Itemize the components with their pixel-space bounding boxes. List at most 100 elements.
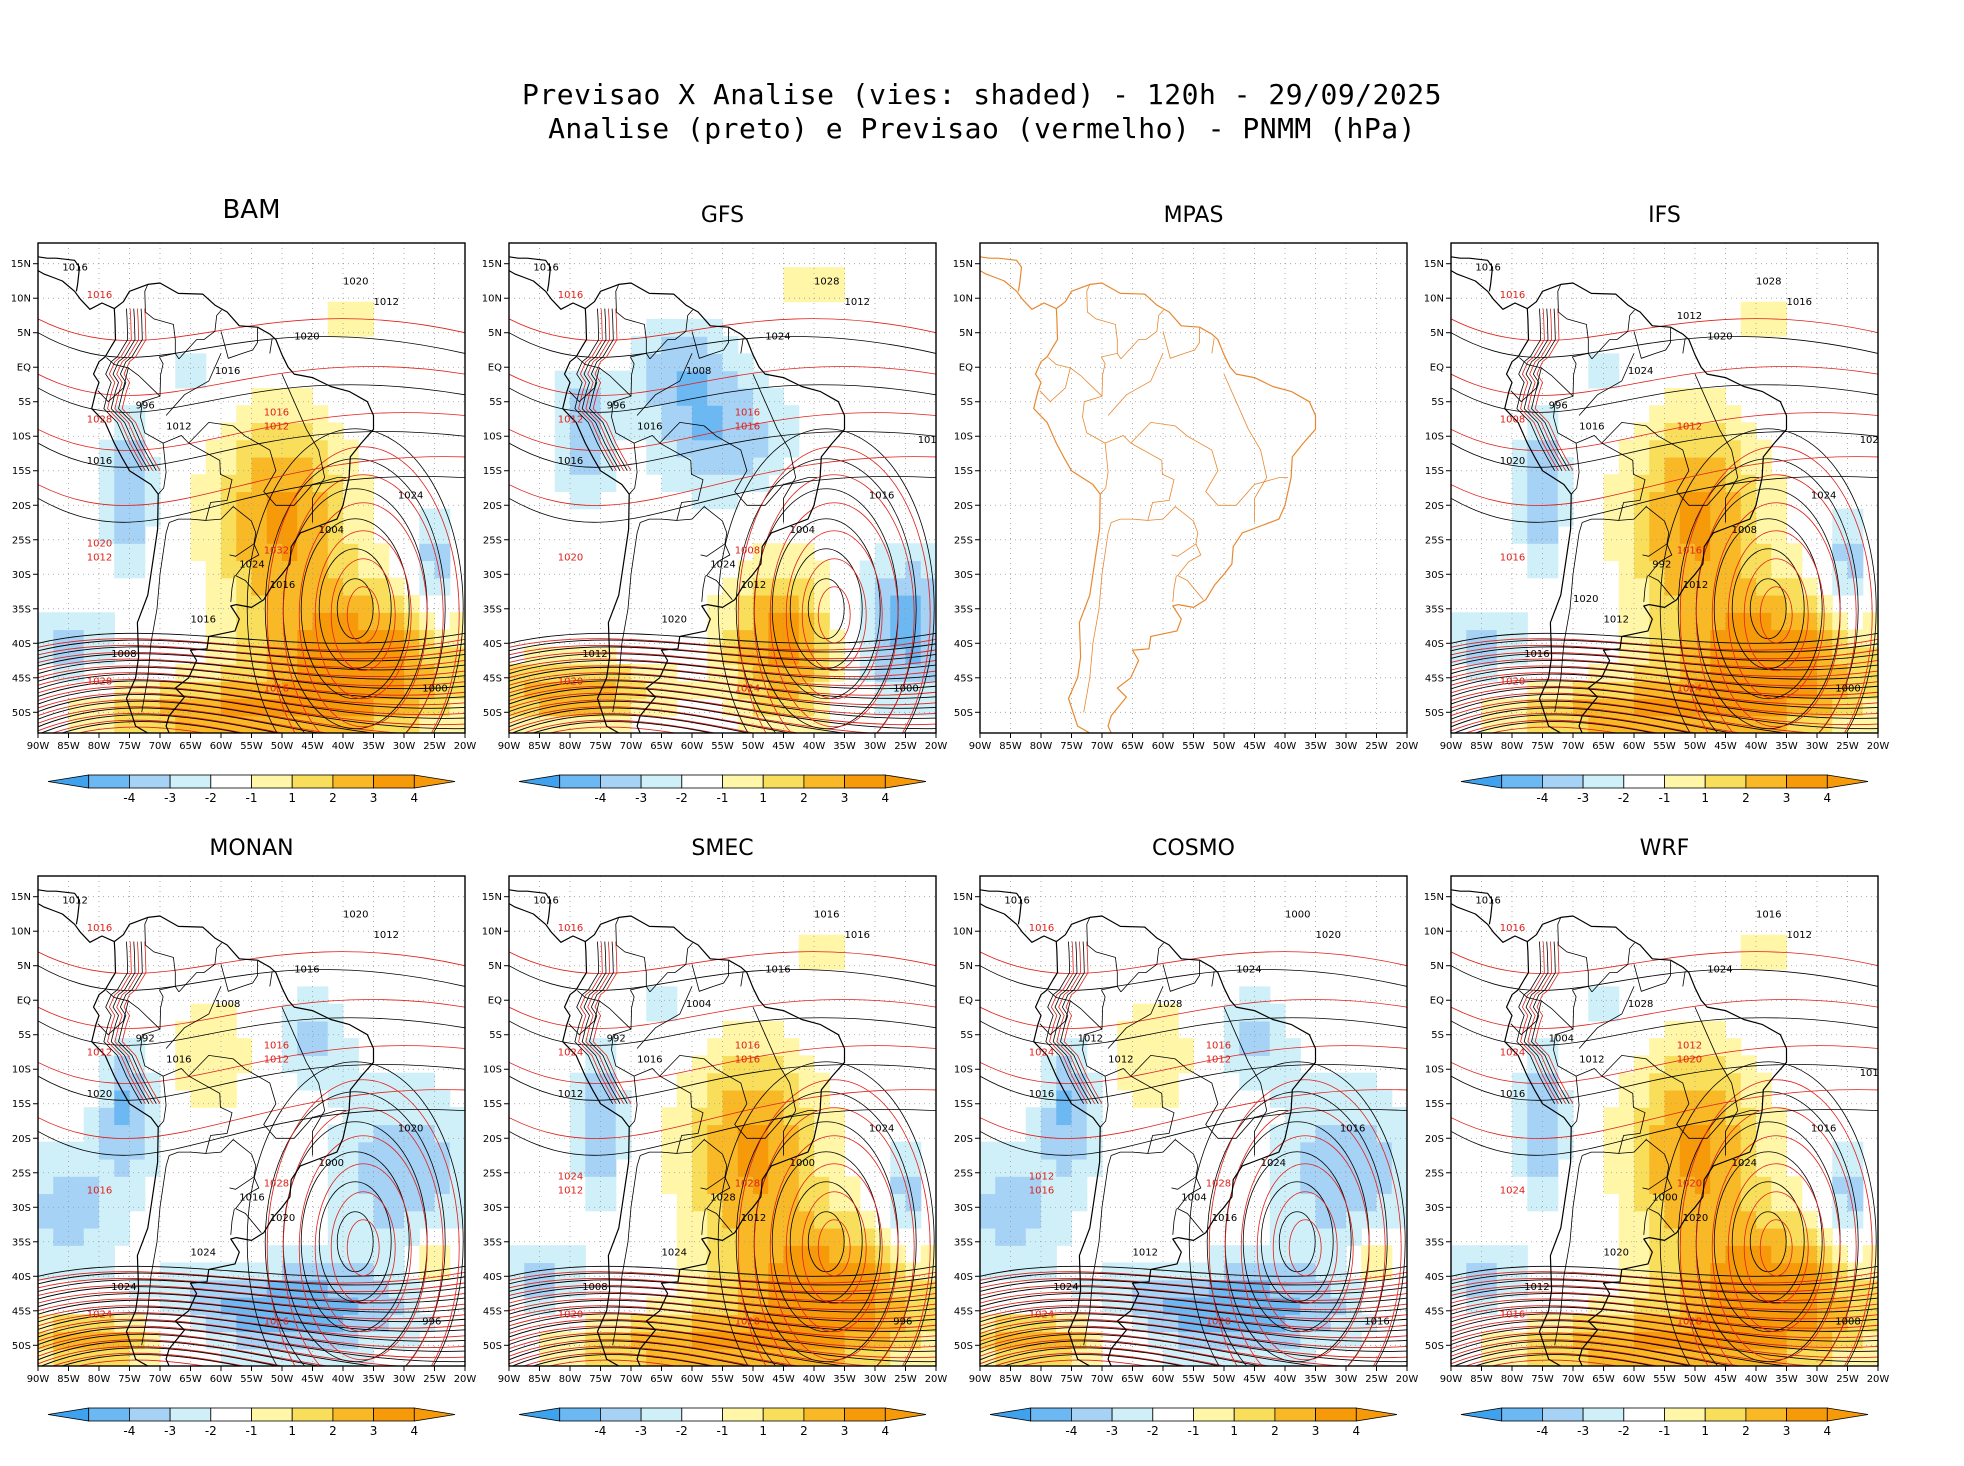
isobar-label-analysis: 1016 — [533, 263, 558, 274]
lon-tick-label: 70W — [1562, 741, 1585, 752]
lon-tick-label: 30W — [864, 741, 887, 752]
isobar-label-analysis: 1016 — [191, 615, 216, 626]
lon-tick-label: 50W — [1213, 1374, 1236, 1385]
lat-tick-label: 10S — [1425, 1065, 1444, 1076]
lat-tick-label: 20S — [483, 1134, 502, 1145]
lon-tick-label: 60W — [1623, 741, 1646, 752]
lon-tick-label: 85W — [1470, 741, 1493, 752]
colorbar-tick-label: 3 — [1783, 1424, 1791, 1438]
lat-tick-label: EQ — [1430, 996, 1444, 1007]
lon-tick-label: 20W — [1867, 1374, 1890, 1385]
colorbar-tick-label: -3 — [635, 791, 647, 805]
isobar-label-analysis: 1016 — [1340, 1123, 1365, 1134]
lat-tick-label: 10S — [483, 1065, 502, 1076]
lat-tick-label: 40S — [12, 1272, 31, 1283]
colorbar-tick-label: -1 — [246, 1424, 258, 1438]
lon-tick-label: 80W — [88, 1374, 111, 1385]
isobar-label-analysis: 992 — [136, 1034, 155, 1045]
lon-tick-label: 25W — [1836, 741, 1859, 752]
colorbar-tick-label: 2 — [1271, 1424, 1279, 1438]
lat-tick-label: 35S — [1425, 604, 1444, 615]
lat-tick-label: 15N — [482, 259, 502, 270]
lon-tick-label: 85W — [999, 741, 1022, 752]
lat-tick-label: 20S — [954, 501, 973, 512]
isobar-label-analysis: 1024 — [1707, 965, 1732, 976]
isobar-label-analysis: 1024 — [869, 1123, 894, 1134]
coastline — [1451, 889, 1788, 1366]
lon-tick-label: 90W — [27, 741, 50, 752]
lat-tick-label: 15S — [483, 466, 502, 477]
colorbar-tick-label: -1 — [246, 791, 258, 805]
lon-tick-label: 60W — [681, 1374, 704, 1385]
lat-tick-label: 25S — [483, 1168, 502, 1179]
isobar-label-analysis: 1016 — [1756, 909, 1781, 920]
isobar-label-analysis: 1016 — [1364, 1317, 1389, 1328]
lat-tick-label: 35S — [954, 604, 973, 615]
colorbar-tick-label: -2 — [676, 791, 688, 805]
isobar-label-forecast: 1024 — [1677, 684, 1702, 695]
isobar-label-analysis: 1000 — [1652, 1192, 1677, 1203]
lat-tick-label: EQ — [959, 996, 973, 1007]
colorbar: -4 -3 -2 -1 1 2 3 4 — [1460, 774, 1869, 805]
isobar-label-forecast: 1020 — [558, 1310, 583, 1321]
lon-tick-label: 80W — [1501, 1374, 1524, 1385]
lon-tick-label: 80W — [1030, 741, 1053, 752]
lat-tick-label: 15S — [954, 1099, 973, 1110]
isobar-label-analysis: 992 — [607, 1034, 626, 1045]
panel-title-mpas: MPAS — [1163, 203, 1224, 228]
map-panel-bam: 1016 1012 1016 1012 1016 1016 1020 1024 1008 1016… — [11, 242, 476, 805]
isobar-label-analysis: 1004 — [686, 999, 711, 1010]
isobar-label-forecast: 1028 — [735, 1179, 760, 1190]
lon-tick-label: 25W — [1365, 741, 1388, 752]
isobar-label-analysis: 1016 — [215, 366, 240, 377]
lon-tick-label: 85W — [999, 1374, 1022, 1385]
lat-tick-label: 25S — [483, 535, 502, 546]
isobar-label-analysis: 1016 — [1524, 649, 1549, 660]
isobar-label-analysis: 1016 — [637, 1054, 662, 1065]
lat-tick-label: 10N — [11, 927, 31, 938]
colorbar-tick-label: 1 — [288, 791, 296, 805]
lon-tick-label: 60W — [681, 741, 704, 752]
isobar-label-analysis: 1028 — [814, 276, 839, 287]
isobar-label-forecast: 1016 — [264, 1317, 289, 1328]
lon-tick-label: 90W — [1440, 741, 1463, 752]
lon-tick-label: 30W — [393, 1374, 416, 1385]
isobar-label-forecast: 1016 — [1500, 923, 1525, 934]
lon-tick-label: 70W — [1562, 1374, 1585, 1385]
coastline — [980, 256, 1317, 733]
isobar-label-analysis: 1016 — [533, 896, 558, 907]
isobar-label-forecast: 1016 — [735, 408, 760, 419]
isobar-label-analysis: 1012 — [374, 930, 399, 941]
lon-tick-label: 55W — [240, 741, 263, 752]
colorbar-tick-label: -4 — [1065, 1424, 1077, 1438]
lon-tick-label: 35W — [833, 1374, 856, 1385]
isobar-label-analysis: 1012 — [1078, 1034, 1103, 1045]
lon-tick-label: 50W — [742, 741, 765, 752]
colorbar: -4 -3 -2 -1 1 2 3 4 — [1460, 1407, 1869, 1438]
lon-tick-label: 60W — [210, 1374, 233, 1385]
lon-tick-label: 90W — [498, 741, 521, 752]
isobar-label-analysis: 1012 — [1677, 311, 1702, 322]
isobar-label-analysis: 1024 — [239, 559, 264, 570]
lat-tick-label: 20S — [483, 501, 502, 512]
isobar-label-analysis: 1016 — [558, 456, 583, 467]
isobar-label-forecast: 1024 — [1029, 1047, 1054, 1058]
colorbar-tick-label: -3 — [635, 1424, 647, 1438]
lat-tick-label: 5N — [17, 961, 31, 972]
isobar-label-analysis: 1000 — [1835, 684, 1860, 695]
lat-tick-label: 5S — [1431, 1030, 1444, 1041]
isobar-label-forecast: 1008 — [735, 546, 760, 557]
lat-tick-label: 35S — [1425, 1237, 1444, 1248]
colorbar-tick-label: 1 — [759, 1424, 767, 1438]
isobar-label-analysis: 1016 — [1475, 263, 1500, 274]
colorbar-tick-label: 1 — [1701, 1424, 1709, 1438]
lon-tick-label: 45W — [772, 1374, 795, 1385]
lat-tick-label: 5S — [1431, 397, 1444, 408]
colorbar-tick-label: -1 — [717, 791, 729, 805]
isobar-label-analysis: 992 — [1652, 559, 1671, 570]
isobar-label-analysis: 1016 — [869, 490, 894, 501]
lon-tick-label: 20W — [1867, 741, 1890, 752]
lat-tick-label: 50S — [1425, 708, 1444, 719]
lat-tick-label: 15S — [954, 466, 973, 477]
isobar-label-analysis: 1008 — [111, 649, 136, 660]
